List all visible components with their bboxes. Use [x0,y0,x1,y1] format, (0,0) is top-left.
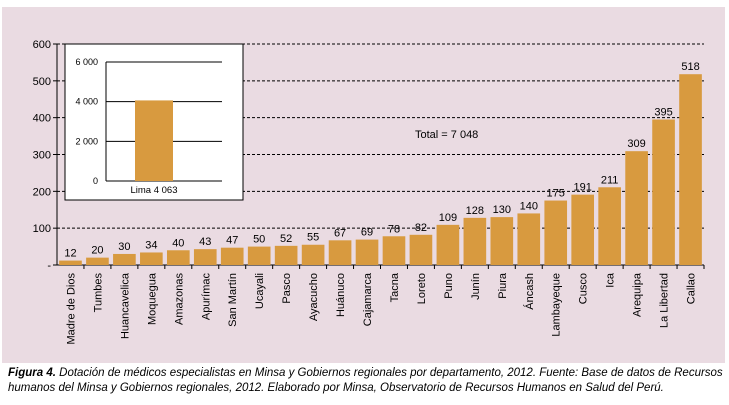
x-tick-label: Huánuco [335,273,347,317]
x-tick-label: Cusco [578,273,590,304]
x-tick-label: Arequipa [632,272,644,317]
data-label: 309 [627,138,645,150]
data-label: 175 [547,188,565,200]
x-tick-label: Loreto [416,273,428,304]
y-tick-label: - [47,260,51,272]
data-label: 47 [226,235,238,247]
bar [436,224,460,265]
data-label: 109 [439,212,457,224]
data-label: 518 [681,61,699,73]
inset-y-tick-label: 6 000 [75,57,98,67]
inset-bar [135,100,173,181]
data-label: 50 [253,234,265,246]
bar [59,260,82,265]
x-tick-label: La Libertad [659,273,671,328]
bar [274,245,298,265]
x-tick-label: Áncash [523,273,536,310]
x-tick-label: San Martín [227,273,239,327]
bar [382,236,406,265]
bar [490,217,514,265]
y-tick-label: 100 [33,223,51,235]
x-tick-label: Moquegua [146,272,158,325]
bar [571,194,595,265]
y-tick-label: 200 [33,186,51,198]
x-tick-label: Tacna [389,272,401,302]
x-tick-label: Ucayali [254,273,266,309]
data-label: 67 [334,227,346,239]
data-label: 43 [199,236,211,248]
data-label: 211 [601,174,619,186]
data-label: 34 [145,239,157,251]
bar [355,239,379,265]
data-label: 69 [361,227,373,239]
bar [625,151,648,265]
caption-label: Figura 4. [8,367,56,379]
bar [113,253,136,265]
data-label: 55 [307,232,319,244]
chart-panel: 600 500 400 300 200 100-12 Madre de Dios 20 Tumb… [2,7,725,363]
bar [517,213,541,265]
data-label: 140 [520,200,538,212]
data-label: 128 [466,205,484,217]
x-tick-label: Huancavelica [119,272,131,339]
bar [301,244,325,265]
bar [652,119,675,265]
inset-y-tick-label: 2 000 [75,136,98,146]
data-label: 78 [388,223,400,235]
x-tick-label: Tumbes [92,273,104,313]
x-tick-label: Junín [470,273,482,300]
x-tick-label: Cajamarca [362,272,374,326]
x-tick-label: Madre de Dios [65,273,77,345]
inset-category-label: Lima 4 063 [130,185,177,196]
x-tick-label: Apurímac [200,273,212,321]
inset-y-tick-label: 0 [93,176,98,186]
bar [193,249,217,265]
bar [679,74,702,265]
x-tick-label: Amazonas [173,273,185,325]
data-label: 12 [64,248,76,260]
data-label: 20 [91,245,103,257]
bar [220,247,244,265]
data-label: 52 [280,233,292,245]
total-annotation: Total = 7 048 [415,129,478,141]
bar [86,257,109,265]
bar [409,234,433,265]
y-tick-label: 400 [33,113,51,125]
bar [166,250,190,265]
data-label: 191 [574,182,592,194]
x-tick-label: Callao [686,273,698,304]
bar [544,200,568,265]
caption-text: Dotación de médicos especialistas en Min… [8,367,723,394]
data-label: 40 [172,237,184,249]
bar [247,246,271,265]
data-label: 30 [118,241,130,253]
y-tick-label: 300 [33,150,51,162]
bar [328,240,352,265]
figure-caption: Figura 4. Dotación de médicos especialis… [8,366,724,396]
x-tick-label: Puno [443,273,455,299]
y-tick-label: 600 [33,39,51,51]
data-label: 395 [654,107,672,119]
x-tick-label: Lambayeque [551,273,563,337]
bar [463,217,487,265]
x-tick-label: Piura [497,272,509,299]
bar [598,187,621,265]
data-label: 130 [493,204,511,216]
data-label: 82 [415,222,427,234]
x-tick-label: Ayacucho [308,273,320,321]
bar [140,252,163,265]
inset-y-tick-label: 4 000 [75,97,98,107]
y-tick-label: 500 [33,76,51,88]
x-tick-label: Pasco [281,273,293,304]
x-tick-label: Ica [605,272,617,288]
